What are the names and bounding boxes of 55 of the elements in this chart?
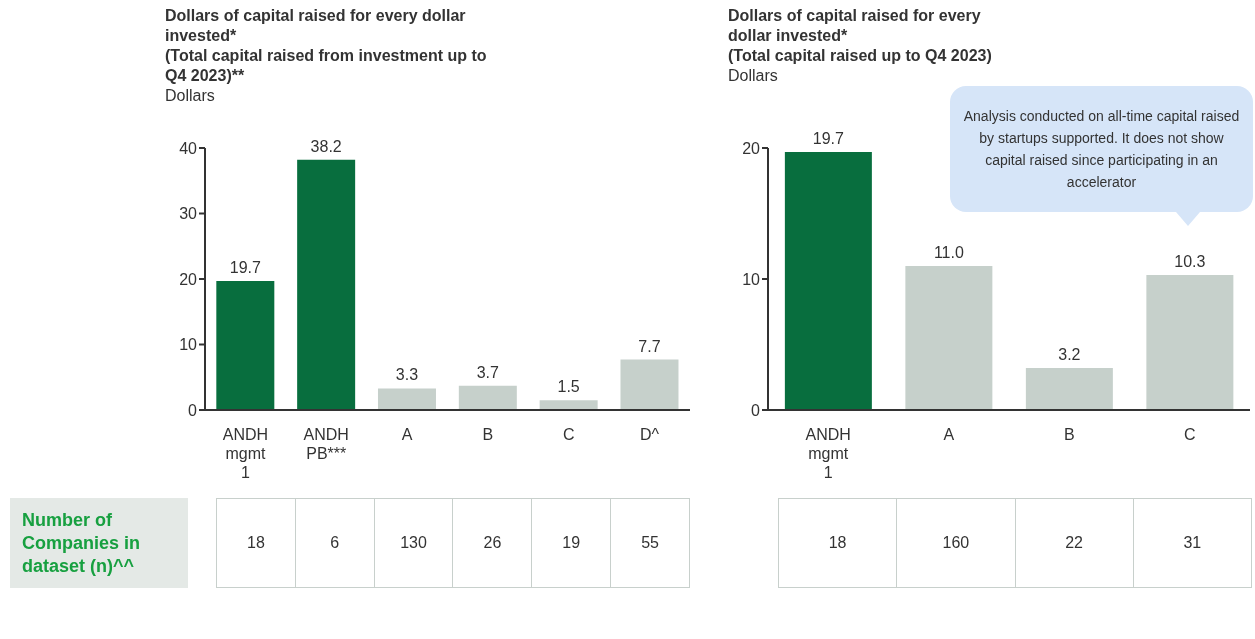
data-label: 1.5 bbox=[557, 378, 580, 396]
text: Number of Companies in dataset (n)^^ bbox=[10, 498, 188, 588]
data-label: 19.7 bbox=[229, 258, 261, 276]
text: 31 bbox=[1132, 499, 1251, 587]
text: 6 bbox=[294, 499, 374, 587]
y-tick-label: 20 bbox=[742, 139, 761, 157]
chart-title: Dollars of capital raised for every dollar invested* bbox=[728, 6, 982, 46]
y-tick-label: 10 bbox=[179, 336, 198, 354]
x-tick-label: C bbox=[1183, 426, 1196, 443]
data-label: 11.0 bbox=[933, 243, 964, 261]
x-tick-label: A bbox=[943, 426, 955, 443]
y-tick-label: 10 bbox=[742, 270, 761, 288]
x-tick-label: B bbox=[482, 426, 494, 443]
y-tick-label: 40 bbox=[179, 139, 198, 157]
bar bbox=[620, 359, 679, 410]
text: 19 bbox=[531, 499, 611, 587]
bar bbox=[905, 265, 993, 410]
y-tick-label: 30 bbox=[179, 205, 198, 223]
chart-subtitle: (Total capital raised from investment up to Q4 2023)** bbox=[165, 46, 488, 86]
x-tick-label: B bbox=[1063, 426, 1075, 443]
text: 55 bbox=[610, 499, 689, 587]
data-label: 3.7 bbox=[476, 363, 500, 381]
data-label: 7.7 bbox=[638, 337, 661, 355]
data-label: 38.2 bbox=[310, 137, 342, 155]
y-axis-title: Dollars bbox=[728, 66, 779, 86]
x-tick-label: ANDH PB*** bbox=[303, 426, 349, 462]
data-label: 19.7 bbox=[812, 129, 845, 147]
y-axis-title: Dollars bbox=[165, 86, 216, 106]
bar bbox=[539, 400, 598, 410]
x-tick-label: C bbox=[562, 426, 575, 443]
x-tick-label: D^ bbox=[640, 426, 660, 443]
bar bbox=[458, 385, 517, 410]
bar bbox=[784, 151, 872, 410]
y-tick-label: 0 bbox=[188, 401, 198, 419]
x-tick-label: A bbox=[401, 426, 413, 443]
y-tick-label: 20 bbox=[179, 270, 198, 288]
text: 18 bbox=[827, 533, 848, 553]
text: 160 bbox=[896, 499, 1015, 587]
bar bbox=[297, 159, 356, 410]
y-tick-label: 0 bbox=[751, 401, 761, 419]
text: 130 bbox=[373, 499, 453, 587]
text: 22 bbox=[1014, 499, 1133, 587]
chart-subtitle: (Total capital raised up to Q4 2023) bbox=[728, 46, 993, 66]
x-tick-label: ANDH mgmt 1 bbox=[805, 426, 851, 481]
data-label: 10.3 bbox=[1174, 253, 1206, 271]
text: 26 bbox=[452, 499, 532, 587]
bar bbox=[216, 280, 275, 410]
bar bbox=[377, 388, 436, 410]
data-label: 3.2 bbox=[1058, 346, 1081, 364]
x-tick-label: ANDH mgmt 1 bbox=[222, 426, 269, 481]
data-label: 3.3 bbox=[395, 366, 419, 384]
bar bbox=[1146, 275, 1234, 410]
chart-title: Dollars of capital raised for every dollar invested* bbox=[165, 6, 467, 46]
bar bbox=[1025, 368, 1113, 410]
text: 18 bbox=[246, 533, 266, 553]
